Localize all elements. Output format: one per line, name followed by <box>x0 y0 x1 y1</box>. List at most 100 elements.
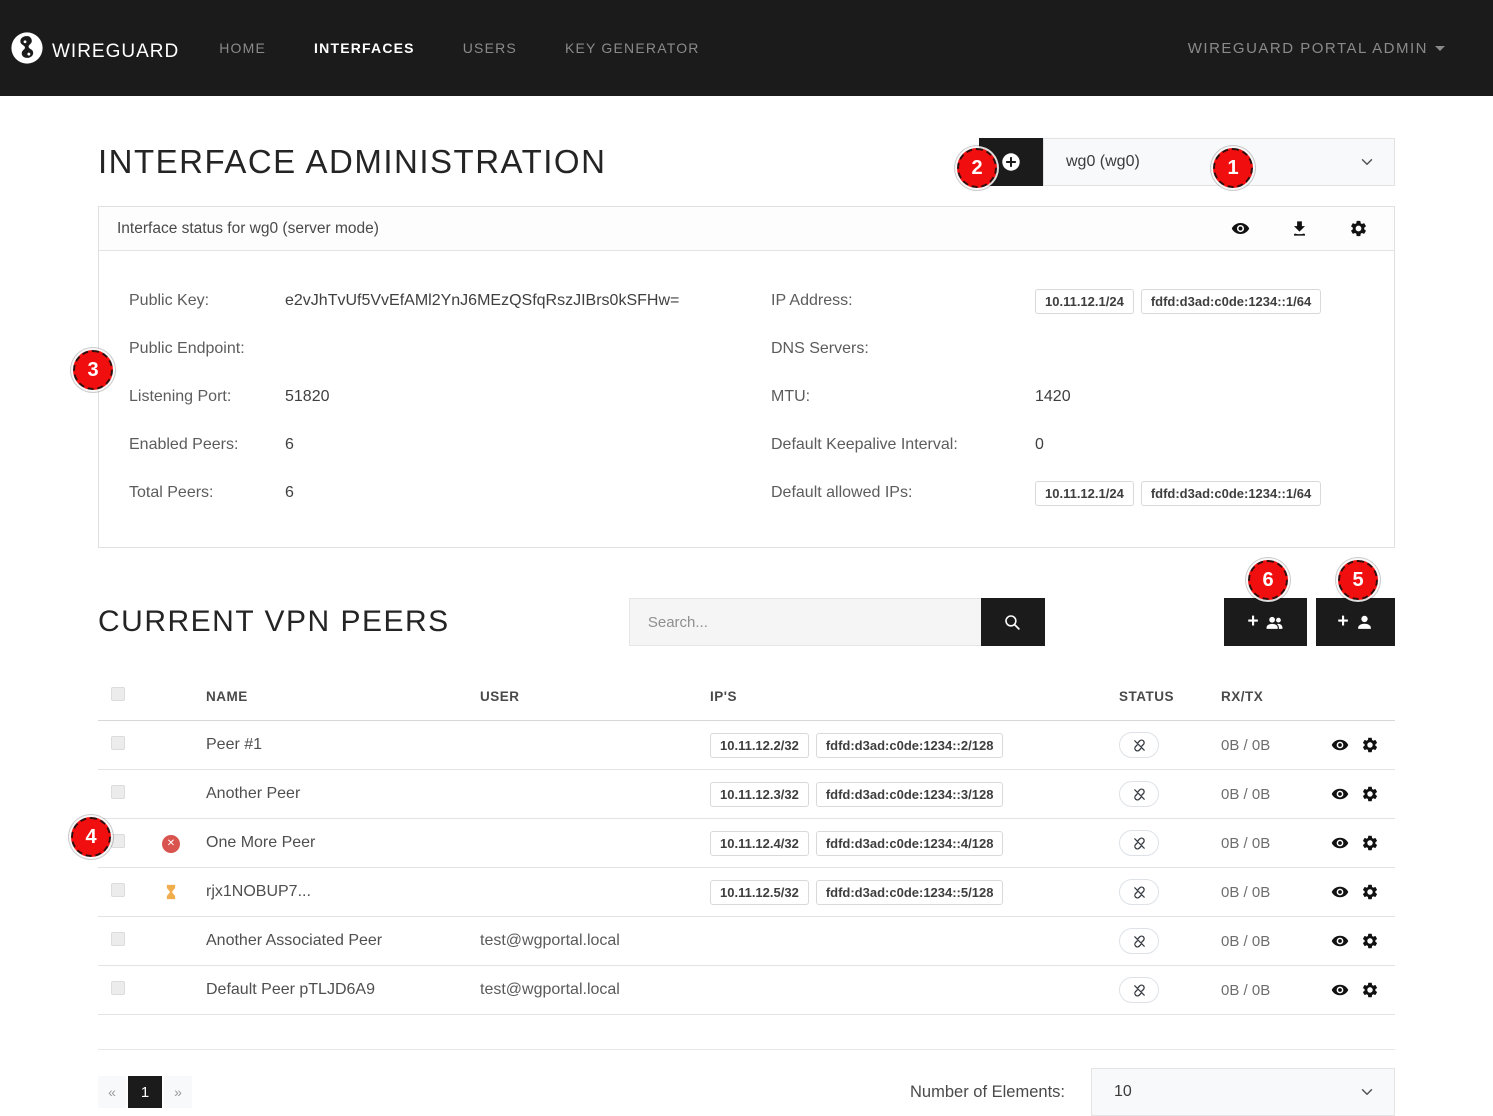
pagination-first[interactable]: « <box>98 1076 126 1108</box>
caret-down-icon <box>1435 45 1445 51</box>
peers-table: NAME USER IP'S STATUS RX/TX Peer #1 10.1… <box>98 672 1395 1015</box>
view-peer-eye-icon[interactable] <box>1331 883 1349 901</box>
ip-badge: 10.11.12.1/24 <box>1035 288 1134 314</box>
edit-peer-gear-icon[interactable] <box>1361 834 1379 852</box>
view-peer-eye-icon[interactable] <box>1331 834 1349 852</box>
peer-name[interactable]: Another Associated Peer <box>206 932 383 949</box>
total-peers-value: 6 <box>285 484 294 501</box>
pagination-last[interactable]: » <box>164 1076 192 1108</box>
field-label: Listening Port: <box>129 388 232 405</box>
link-off-icon <box>1132 885 1147 900</box>
view-peer-eye-icon[interactable] <box>1331 736 1349 754</box>
status-badge <box>1119 781 1159 807</box>
search-button[interactable] <box>980 598 1045 646</box>
elements-label: Number of Elements: <box>910 1082 1065 1101</box>
field-label: MTU: <box>771 388 811 405</box>
row-checkbox[interactable] <box>111 882 125 897</box>
status-badge <box>1119 977 1159 1003</box>
col-name: NAME <box>206 688 248 704</box>
field-label: Total Peers: <box>129 484 214 501</box>
select-all-checkbox[interactable] <box>111 686 125 701</box>
pagination-page-1[interactable]: 1 <box>128 1076 162 1108</box>
nav-item-home[interactable]: HOME <box>219 40 267 56</box>
ip-badge: fdfd:d3ad:c0de:1234::1/64 <box>1140 480 1322 506</box>
interface-status-card: Interface status for wg0 (server mode) P… <box>98 206 1395 548</box>
elements-per-page-select[interactable]: 10 <box>1091 1068 1395 1116</box>
search-input[interactable] <box>628 598 981 646</box>
peer-name[interactable]: Default Peer pTLJD6A9 <box>206 981 375 998</box>
public-key-value: e2vJhTvUf5VvEfAMl2YnJ6MEzQSfqRszJIBrs0kS… <box>285 292 680 309</box>
people-icon <box>1265 613 1284 632</box>
peer-name[interactable]: rjx1NOBUP7... <box>206 883 311 900</box>
annotation-marker-5: 5 <box>1338 560 1378 600</box>
plus-sign: + <box>1337 611 1349 632</box>
annotation-marker-4: 4 <box>71 817 111 857</box>
view-peer-eye-icon[interactable] <box>1331 932 1349 950</box>
person-icon <box>1355 613 1374 632</box>
field-label: IP Address: <box>771 292 853 309</box>
ip-badge: 10.11.12.2/32 <box>710 732 809 758</box>
view-config-eye-icon[interactable] <box>1231 219 1250 238</box>
download-config-icon[interactable] <box>1290 219 1309 238</box>
table-row: ✕ One More Peer 10.11.12.4/32 fdfd:d3ad:… <box>98 819 1395 868</box>
enabled-peers-value: 6 <box>285 436 294 453</box>
col-status: STATUS <box>1119 688 1174 704</box>
keepalive-value: 0 <box>1035 436 1044 453</box>
link-off-icon <box>1132 934 1147 949</box>
view-peer-eye-icon[interactable] <box>1331 785 1349 803</box>
annotation-marker-2: 2 <box>957 148 997 188</box>
row-checkbox[interactable] <box>111 980 125 995</box>
nav-item-key-generator[interactable]: KEY GENERATOR <box>564 40 700 56</box>
peer-name[interactable]: Peer #1 <box>206 736 263 753</box>
nav-item-interfaces[interactable]: INTERFACES <box>314 40 415 56</box>
peer-name[interactable]: One More Peer <box>206 834 316 851</box>
brand[interactable]: WireGuard <box>10 31 179 65</box>
ip-badge: fdfd:d3ad:c0de:1234::5/128 <box>815 879 1004 905</box>
table-row: Another Peer 10.11.12.3/32 fdfd:d3ad:c0d… <box>98 770 1395 819</box>
plus-sign: + <box>1247 611 1259 632</box>
ip-badge: 10.11.12.5/32 <box>710 879 809 905</box>
table-row: rjx1NOBUP7... 10.11.12.5/32 fdfd:d3ad:c0… <box>98 868 1395 917</box>
ip-badge: fdfd:d3ad:c0de:1234::1/64 <box>1140 288 1322 314</box>
peer-name[interactable]: Another Peer <box>206 785 301 802</box>
user-menu[interactable]: WIREGUARD PORTAL ADMIN <box>1188 40 1445 57</box>
ip-badge: fdfd:d3ad:c0de:1234::4/128 <box>815 830 1004 856</box>
annotation-marker-1: 1 <box>1213 148 1253 188</box>
interface-select-value: wg0 (wg0) <box>1066 153 1140 170</box>
nav-item-users[interactable]: USERS <box>462 40 517 56</box>
peers-title: CURRENT VPN PEERS <box>98 605 450 638</box>
add-multiple-peers-button[interactable]: + <box>1224 598 1307 646</box>
ip-badge: 10.11.12.4/32 <box>710 830 809 856</box>
edit-interface-gear-icon[interactable] <box>1349 219 1368 238</box>
edit-peer-gear-icon[interactable] <box>1361 736 1379 754</box>
edit-peer-gear-icon[interactable] <box>1361 785 1379 803</box>
edit-peer-gear-icon[interactable] <box>1361 932 1379 950</box>
wireguard-logo-icon <box>10 31 44 65</box>
view-peer-eye-icon[interactable] <box>1331 981 1349 999</box>
chevron-down-icon <box>1358 153 1376 171</box>
table-header-row: NAME USER IP'S STATUS RX/TX <box>98 672 1395 721</box>
edit-peer-gear-icon[interactable] <box>1361 883 1379 901</box>
row-checkbox[interactable] <box>111 833 125 848</box>
field-label: Default Keepalive Interval: <box>771 436 958 453</box>
page-title: INTERFACE ADMINISTRATION <box>98 143 607 180</box>
chevron-down-icon <box>1358 1083 1376 1101</box>
edit-peer-gear-icon[interactable] <box>1361 981 1379 999</box>
annotation-marker-3: 3 <box>73 350 113 390</box>
rxtx-value: 0B / 0B <box>1221 883 1271 901</box>
row-checkbox[interactable] <box>111 784 125 799</box>
col-rxtx: RX/TX <box>1221 688 1264 704</box>
top-navbar: WireGuard HOME INTERFACES USERS KEY GENE… <box>0 0 1493 96</box>
rxtx-value: 0B / 0B <box>1221 834 1271 852</box>
status-badge <box>1119 830 1159 856</box>
plus-circle-icon <box>1000 151 1022 173</box>
row-checkbox[interactable] <box>111 735 125 750</box>
elements-select-value: 10 <box>1114 1083 1132 1100</box>
status-badge <box>1119 928 1159 954</box>
rxtx-value: 0B / 0B <box>1221 932 1271 950</box>
link-off-icon <box>1132 983 1147 998</box>
table-row: Peer #1 10.11.12.2/32 fdfd:d3ad:c0de:123… <box>98 721 1395 770</box>
nav-links: HOME INTERFACES USERS KEY GENERATOR <box>219 40 699 56</box>
row-checkbox[interactable] <box>111 931 125 946</box>
add-peer-button[interactable]: + <box>1316 598 1395 646</box>
